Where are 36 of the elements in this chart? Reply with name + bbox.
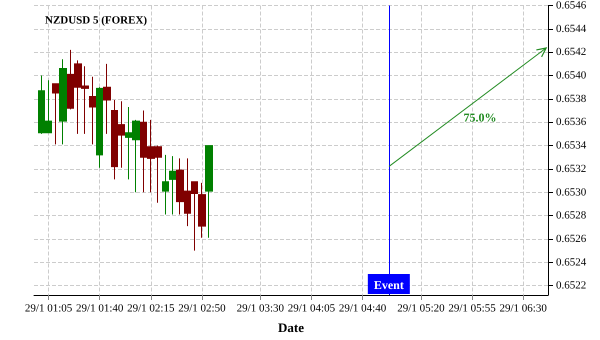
x-tick-label: 29/1 04:40 <box>338 302 387 314</box>
y-tick-label: 0.6538 <box>556 92 587 105</box>
y-tick-label: 0.6528 <box>556 210 587 222</box>
candlestick <box>205 145 213 238</box>
x-tick-label: 29/1 05:55 <box>448 302 496 314</box>
x-tick-label: 29/1 03:30 <box>236 302 285 314</box>
x-tick-label: 29/1 05:20 <box>397 302 446 314</box>
y-tick-label: 0.6546 <box>556 0 587 12</box>
y-tick-label: 0.6542 <box>556 46 586 58</box>
candlestick <box>169 156 176 215</box>
y-tick-label: 0.6532 <box>556 162 586 175</box>
x-tick-label: 29/1 02:50 <box>178 302 226 314</box>
text: NZDUSD 5 (FOREX) <box>45 14 148 26</box>
x-tick-label: 29/1 02:15 <box>127 302 175 314</box>
y-tick-label: 0.6522 <box>556 280 586 292</box>
x-tick-label: 29/1 01:40 <box>76 302 124 314</box>
x-axis-title: Date <box>278 320 304 335</box>
candlestick <box>198 182 206 238</box>
candlestick <box>89 76 96 145</box>
ref-line-label: Event <box>374 278 404 292</box>
y-tick-label: 0.6544 <box>556 22 587 35</box>
y-tick-label: 0.6534 <box>556 140 587 152</box>
x-tick-label: 29/1 06:30 <box>499 302 548 314</box>
candlestick <box>162 154 169 215</box>
annotation: 75.0% <box>463 110 496 125</box>
candlestick <box>96 86 103 168</box>
y-tick-label: 0.6536 <box>556 116 587 128</box>
y-tick-label: 0.6540 <box>556 70 587 82</box>
candlestick <box>103 63 111 134</box>
x-tick-label: 29/1 04:05 <box>288 302 336 314</box>
candlestick <box>59 58 67 145</box>
x-tick-label: 29/1 01:05 <box>24 302 73 314</box>
y-tick-label: 0.6526 <box>556 232 587 245</box>
y-tick-label: 0.6524 <box>556 256 587 268</box>
candlestick <box>52 83 60 145</box>
y-tick-label: 0.6530 <box>556 186 587 198</box>
